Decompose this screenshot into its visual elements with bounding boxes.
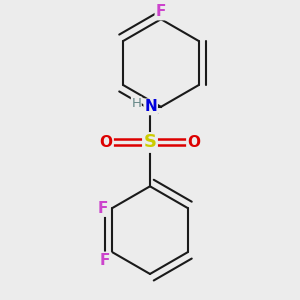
Text: F: F bbox=[97, 201, 108, 216]
Text: F: F bbox=[156, 4, 166, 19]
Text: F: F bbox=[100, 253, 110, 268]
Text: N: N bbox=[144, 99, 157, 114]
Text: O: O bbox=[187, 135, 200, 150]
Text: S: S bbox=[143, 134, 157, 152]
Text: O: O bbox=[100, 135, 113, 150]
Text: H: H bbox=[131, 97, 141, 110]
